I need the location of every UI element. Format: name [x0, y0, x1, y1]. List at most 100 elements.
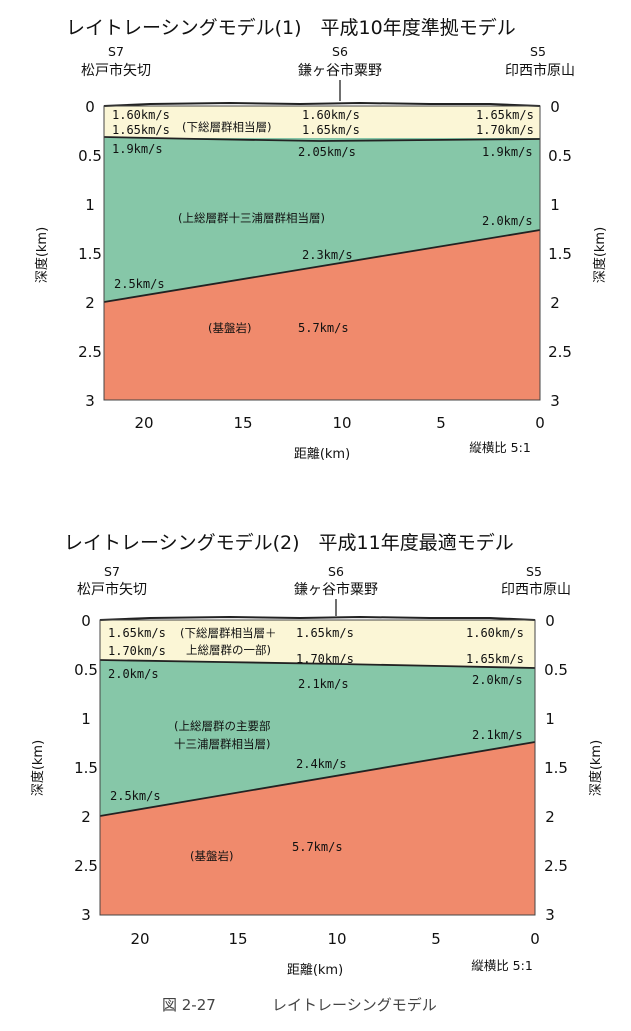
panel-1-y-label-left: 深度(km) [34, 227, 50, 283]
panel-1-vel-r1b: 1.70km/s [476, 123, 534, 137]
panel-1-vel-c2b: 2.3km/s [302, 248, 353, 262]
panel-2-ytick-0: 0 [81, 612, 91, 630]
panel-2-station-left-name: 松戸市矢切 [77, 581, 147, 598]
panel-2-ytick-right-2: 2 [545, 808, 555, 826]
panel-2-ytick-2.5: 2.5 [74, 857, 98, 875]
panel-2-boundary-basement [99, 741, 536, 817]
panel-2-y-axis-left: 0 0.5 1 1.5 2 2.5 3 [74, 612, 98, 924]
panel-2-ytick-0.5: 0.5 [74, 661, 98, 679]
panel-2: レイトレーシングモデル(2) 平成11年度最適モデル S7 松戸市矢切 S6 鎌… [30, 532, 604, 978]
panel-2-xtick-20: 20 [130, 930, 149, 948]
panel-2-layer-1 [100, 620, 535, 668]
panel-1-xtick-15: 15 [233, 414, 252, 432]
panel-1-vel-c3: 5.7km/s [298, 321, 349, 335]
panel-2-vel-r1b: 1.65km/s [466, 652, 524, 666]
panel-1-vel-l2b: 2.5km/s [114, 277, 165, 291]
panel-2-vel-l1b: 1.70km/s [108, 644, 166, 658]
panel-2-station-right-name: 印西市原山 [501, 581, 571, 598]
panel-1-y-label-right: 深度(km) [592, 227, 608, 283]
panel-1-vel-l2: 1.9km/s [112, 142, 163, 156]
panel-2-y-label-left: 深度(km) [30, 740, 46, 796]
panel-1-vel-c2: 2.05km/s [298, 145, 356, 159]
panel-1-vel-l1b: 1.65km/s [112, 123, 170, 137]
panel-1-ytick-right-1: 1 [550, 196, 560, 214]
panel-1-xtick-20: 20 [134, 414, 153, 432]
panel-2-ytick-right-3: 3 [545, 906, 555, 924]
panel-1-plot-frame [103, 105, 541, 401]
panel-2-ytick-right-1: 1 [545, 710, 555, 728]
panel-1-ytick-right-1.5: 1.5 [548, 245, 572, 263]
panel-2-vel-r2: 2.0km/s [472, 673, 523, 687]
panel-1-xtick-5: 5 [436, 414, 446, 432]
panel-1-vel-c1a: 1.60km/s [302, 108, 360, 122]
panel-2-vel-l2: 2.0km/s [108, 667, 159, 681]
panel-2-station-right-code: S5 [526, 564, 542, 579]
panel-1-aspect-ratio: 縦横比 5:1 [469, 440, 531, 455]
panel-1-ytick-right-0: 0 [550, 98, 560, 116]
panel-2-vel-c1a: 1.65km/s [296, 626, 354, 640]
panel-2-layer-3-name: (基盤岩) [190, 849, 233, 863]
panel-1-ytick-1.5: 1.5 [78, 245, 102, 263]
panel-2-surface-topography [99, 615, 536, 621]
panel-2-xtick-5: 5 [431, 930, 441, 948]
panel-1-xtick-0: 0 [535, 414, 545, 432]
panel-2-station-center-code: S6 [328, 564, 344, 579]
panel-1-station-left-code: S7 [108, 44, 124, 59]
panel-1-x-axis: 20 15 10 5 0 [134, 414, 544, 432]
panel-2-vel-r2b: 2.1km/s [472, 728, 523, 742]
panel-2-layer-2-name-line2: 十三浦層群相当層) [174, 737, 271, 751]
panel-1-ytick-right-0.5: 0.5 [548, 147, 572, 165]
panel-1-vel-l1a: 1.60km/s [112, 108, 170, 122]
panel-2-ytick-2: 2 [81, 808, 91, 826]
panel-2-boundary-layer1 [99, 659, 536, 669]
panel-2-xtick-15: 15 [228, 930, 247, 948]
panel-1: レイトレーシングモデル(1) 平成10年度準拠モデル S7 松戸市矢切 S6 鎌… [34, 17, 608, 462]
panel-2-layer-2-name: (上総層群の主要部 [174, 719, 271, 733]
panel-1-layer-2 [104, 138, 540, 302]
panel-1-station-left-name: 松戸市矢切 [81, 62, 151, 79]
panel-2-y-axis-right: 0 0.5 1 1.5 2 2.5 3 [544, 612, 568, 924]
panel-1-boundary-basement [103, 229, 541, 303]
panel-2-station-left-code: S7 [104, 564, 120, 579]
panel-2-layer-3 [100, 742, 535, 915]
panel-1-ytick-2.5: 2.5 [78, 343, 102, 361]
figure-caption-number: 図 2-27 [162, 996, 216, 1014]
panel-1-station-right-code: S5 [530, 44, 546, 59]
panel-2-ytick-right-0: 0 [545, 612, 555, 630]
figure-caption-text: レイトレーシングモデル [272, 996, 437, 1014]
panel-2-xtick-10: 10 [327, 930, 346, 948]
panel-1-y-axis-right: 0 0.5 1 1.5 2 2.5 3 [548, 98, 572, 410]
panel-2-layer-1-name-line2: 上総層群の一部) [186, 643, 271, 657]
panel-1-ytick-0.5: 0.5 [78, 147, 102, 165]
panel-1-ytick-right-2: 2 [550, 294, 560, 312]
panel-1-surface-topography [103, 101, 541, 107]
panel-1-layer-3-name: (基盤岩) [208, 321, 251, 335]
panel-1-layer-3 [104, 230, 540, 400]
panel-1-y-axis-left: 0 0.5 1 1.5 2 2.5 3 [78, 98, 102, 410]
panel-1-title: レイトレーシングモデル(1) 平成10年度準拠モデル [66, 17, 516, 39]
panel-2-vel-c2: 2.1km/s [298, 677, 349, 691]
panel-2-ytick-right-2.5: 2.5 [544, 857, 568, 875]
panel-1-vel-r2: 1.9km/s [482, 145, 533, 159]
panel-1-ytick-0: 0 [85, 98, 95, 116]
panel-2-title: レイトレーシングモデル(2) 平成11年度最適モデル [64, 532, 514, 554]
panel-1-station-right-name: 印西市原山 [505, 62, 575, 79]
panel-2-vel-l2b: 2.5km/s [110, 789, 161, 803]
panel-2-vel-c2b: 2.4km/s [296, 757, 347, 771]
panel-2-y-label-right: 深度(km) [588, 740, 604, 796]
panel-2-vel-c3: 5.7km/s [292, 840, 343, 854]
panel-1-ytick-3: 3 [85, 392, 95, 410]
panel-2-vel-l1a: 1.65km/s [108, 626, 166, 640]
panel-2-ytick-1.5: 1.5 [74, 759, 98, 777]
panel-1-layer-1 [104, 106, 540, 138]
panel-2-xtick-0: 0 [530, 930, 540, 948]
panel-2-ytick-1: 1 [81, 710, 91, 728]
panel-2-x-label: 距離(km) [287, 963, 343, 978]
panel-2-ytick-right-1.5: 1.5 [544, 759, 568, 777]
panel-1-vel-c1b: 1.65km/s [302, 123, 360, 137]
panel-1-layer-2-name: (上総層群十三浦層群相当層) [178, 211, 325, 225]
panel-1-xtick-10: 10 [332, 414, 351, 432]
panel-2-layer-2 [100, 660, 535, 816]
panel-1-layer-1-name: (下総層群相当層) [182, 120, 271, 134]
